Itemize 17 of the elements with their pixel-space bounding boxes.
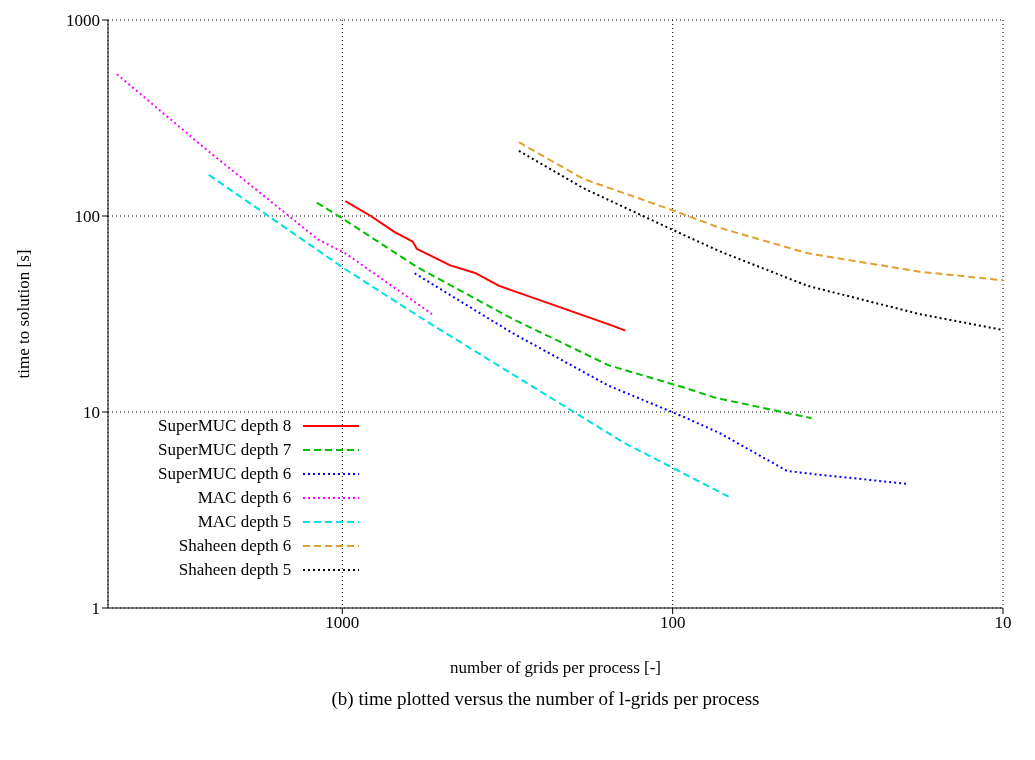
legend-label: Shaheen depth 5 xyxy=(178,559,292,581)
legend-label: MAC depth 5 xyxy=(197,511,292,533)
x-tick-label: 1000 xyxy=(325,613,360,633)
x-tick-label: 100 xyxy=(659,613,686,633)
legend-label: Shaheen depth 6 xyxy=(178,535,292,557)
y-tick-label: 1000 xyxy=(66,11,100,31)
y-tick-label: 10 xyxy=(83,403,100,423)
legend-label: MAC depth 6 xyxy=(197,487,292,509)
y-axis-title: time to solution [s] xyxy=(14,249,34,379)
legend-label: SuperMUC depth 8 xyxy=(158,415,292,437)
x-axis-title: number of grids per process [-] xyxy=(449,658,662,677)
legend-label: SuperMUC depth 6 xyxy=(158,463,292,485)
x-tick-label: 10 xyxy=(994,613,1012,633)
legend-label: SuperMUC depth 7 xyxy=(158,439,292,461)
text: (b) time plotted versus the number of l-grids per process xyxy=(330,688,761,710)
y-tick-label: 100 xyxy=(74,207,100,227)
y-tick-label: 1 xyxy=(91,599,100,619)
